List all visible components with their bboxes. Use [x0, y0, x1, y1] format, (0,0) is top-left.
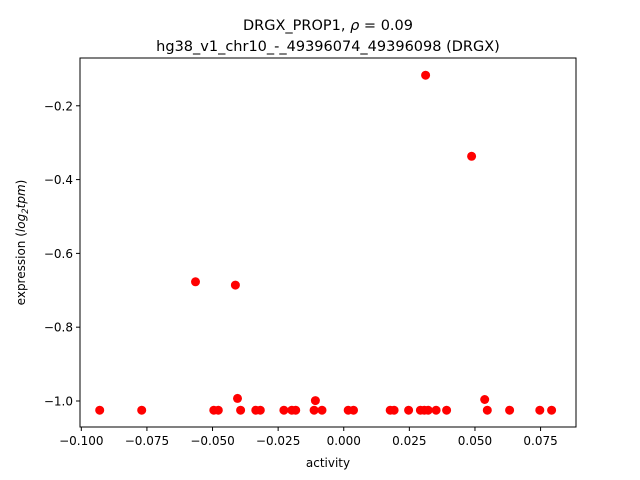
data-point-15	[317, 405, 327, 415]
y-label-sub: 2	[21, 208, 31, 213]
plot-area	[95, 70, 557, 415]
data-point-24	[423, 405, 433, 415]
title-rho-symbol: ρ	[350, 18, 360, 34]
y-tick-label: −0.4	[44, 173, 73, 187]
data-point-4	[213, 405, 223, 415]
data-point-23	[421, 70, 431, 80]
y-axis: −1.0 −0.8 −0.6 −0.4 −0.2	[44, 99, 80, 408]
data-point-20	[404, 405, 414, 415]
data-point-5	[230, 280, 240, 290]
data-point-19	[389, 405, 399, 415]
data-point-2	[191, 277, 200, 287]
data-point-32	[547, 405, 557, 415]
data-point-10	[279, 405, 289, 415]
y-tick-label: −1.0	[44, 394, 73, 408]
x-tick-label: 0.000	[327, 434, 361, 448]
x-tick-label: 0.025	[392, 434, 426, 448]
x-tick-label: 0.050	[458, 434, 492, 448]
title-prefix: DRGX_PROP1,	[243, 18, 350, 34]
data-point-26	[442, 405, 452, 415]
x-tick-label: −0.050	[190, 434, 234, 448]
y-label-suffix: )	[14, 180, 28, 185]
data-point-7	[236, 405, 246, 415]
plot-frame	[79, 57, 577, 428]
data-point-25	[431, 405, 441, 415]
x-tick-label: −0.100	[59, 434, 103, 448]
x-axis: −0.100 −0.075 −0.050 −0.025 0.000 0.025 0.050 0…	[59, 427, 558, 448]
data-point-29	[482, 405, 492, 415]
data-point-12	[291, 405, 301, 415]
data-point-13	[309, 405, 319, 415]
x-tick-label: −0.075	[125, 434, 169, 448]
y-label-math2: tpm	[14, 184, 28, 208]
y-axis-label: expression (log2tpm)	[14, 180, 31, 306]
data-point-0	[95, 405, 105, 415]
data-point-28	[480, 395, 490, 404]
chart-title: DRGX_PROP1, ρ = 0.09	[243, 18, 413, 34]
data-point-30	[505, 405, 515, 415]
x-tick-label: −0.025	[256, 434, 300, 448]
data-point-17	[349, 405, 358, 415]
y-label-prefix: expression (	[14, 232, 28, 305]
data-point-14	[310, 396, 320, 406]
y-tick-label: −0.8	[44, 321, 73, 335]
data-point-27	[467, 151, 477, 161]
data-point-6	[233, 393, 242, 403]
data-point-31	[535, 405, 545, 415]
chart-subtitle: hg38_v1_chr10_-_49396074_49396098 (DRGX)	[156, 39, 500, 55]
data-point-1	[137, 405, 147, 415]
y-tick-label: −0.2	[44, 99, 73, 113]
y-tick-label: −0.6	[44, 247, 73, 261]
title-suffix: = 0.09	[359, 18, 413, 34]
x-tick-label: 0.075	[523, 434, 557, 448]
x-axis-label: activity	[306, 456, 350, 470]
y-label-math: log	[14, 213, 28, 232]
data-point-9	[255, 405, 265, 415]
